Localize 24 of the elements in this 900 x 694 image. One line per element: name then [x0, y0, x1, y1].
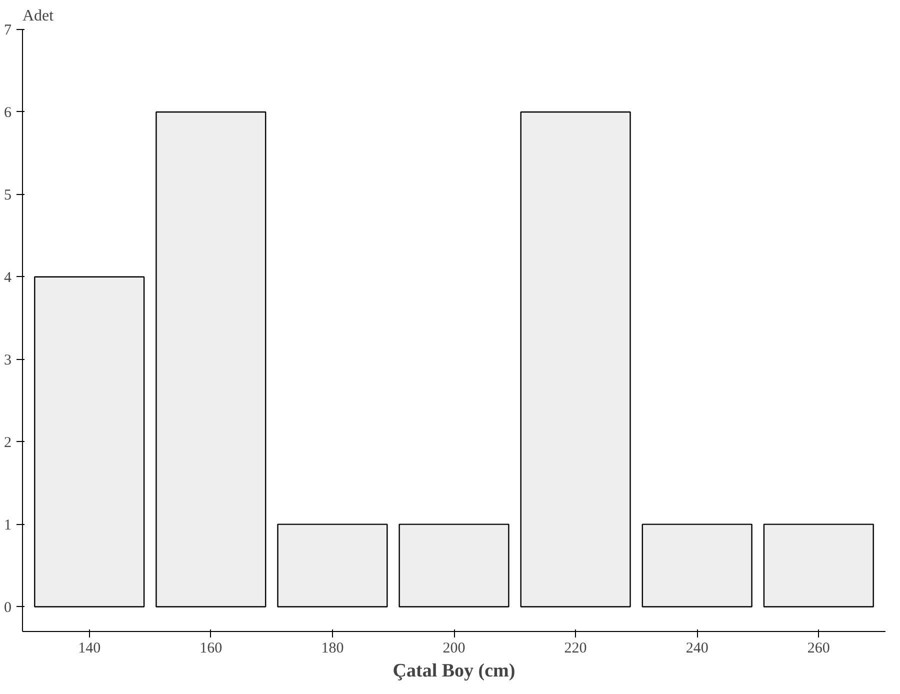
- y-tick-label: 6: [4, 104, 12, 121]
- x-tick-label: 140: [78, 640, 101, 656]
- y-axis-title: Adet: [22, 8, 54, 24]
- bar: [763, 524, 874, 608]
- x-axis-title: Çatal Boy (cm): [392, 660, 516, 682]
- x-tick-label: 180: [321, 640, 344, 656]
- y-tick-label: 0: [4, 600, 12, 616]
- bar: [520, 111, 631, 608]
- bar: [156, 111, 266, 608]
- x-tick-label: 220: [564, 640, 587, 656]
- y-tick-label: 7: [4, 22, 12, 38]
- x-tick-label: 160: [200, 640, 222, 656]
- bar: [398, 524, 510, 608]
- y-tick-label: 3: [4, 352, 12, 368]
- y-tick-label: 4: [4, 270, 12, 286]
- bar: [277, 524, 388, 608]
- y-tick-label: 1: [4, 517, 12, 534]
- x-tick-label: 240: [686, 640, 708, 656]
- y-tick-label: 2: [4, 434, 12, 451]
- bar: [34, 276, 145, 608]
- bar: [642, 524, 752, 608]
- y-tick-label: 5: [4, 187, 12, 204]
- x-tick-label: 200: [442, 640, 466, 656]
- x-tick-label: 260: [807, 640, 830, 656]
